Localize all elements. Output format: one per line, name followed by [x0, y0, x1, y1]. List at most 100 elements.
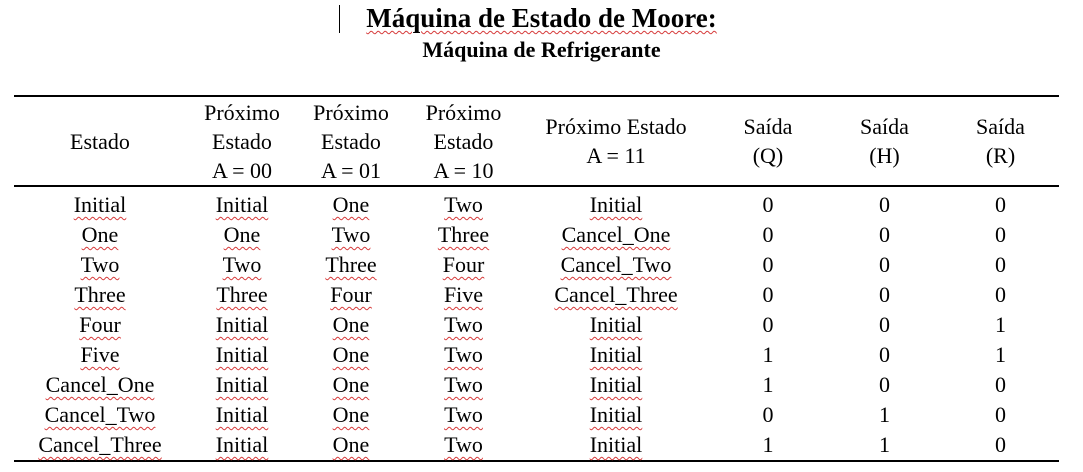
table-cell: One — [298, 340, 404, 370]
cell-text: Four — [330, 282, 372, 307]
table-cell: 1 — [879, 432, 890, 457]
cell-text: One — [332, 402, 370, 427]
table-row: One One Two Three Cancel_One 0 0 0 — [14, 220, 1059, 250]
table-cell: 0 — [762, 222, 774, 247]
cell-text: One — [332, 342, 370, 367]
table-row: Cancel_Three Initial One Two Initial 1 1 0 — [14, 430, 1059, 461]
table-row: Four Initial One Two Initial 0 0 1 — [14, 310, 1059, 340]
page-title: Máquina de Estado de Moore: — [0, 2, 1083, 34]
table-cell: One — [186, 220, 298, 250]
cell-text: Initial — [215, 402, 269, 427]
header-line: A = 01 — [320, 157, 382, 183]
table-cell: Five — [14, 340, 186, 370]
table-cell: 0 — [879, 252, 890, 277]
table-cell: 0 — [995, 432, 1006, 457]
cell-text: Initial — [215, 192, 269, 217]
cell-text: Initial — [589, 402, 643, 427]
header-line: Saída — [743, 114, 793, 139]
cell-text: Three — [74, 282, 126, 307]
table-cell: Two — [404, 370, 523, 400]
table-cell: 0 — [762, 252, 774, 277]
table-cell: Initial — [523, 430, 709, 461]
header-line: Estado — [433, 128, 494, 154]
table-cell: Two — [186, 250, 298, 280]
table-row: Cancel_Two Initial One Two Initial 0 1 0 — [14, 400, 1059, 430]
table-cell: Initial — [186, 400, 298, 430]
cell-text: Cancel_Three — [554, 282, 678, 307]
cell-text: Cancel_One — [45, 372, 155, 397]
table-cell: Two — [404, 186, 523, 220]
table-cell: 0 — [879, 192, 890, 217]
header-line: Saída — [860, 114, 909, 139]
table-cell: One — [14, 220, 186, 250]
header-line: (H) — [869, 143, 900, 168]
table-cell: Initial — [186, 430, 298, 461]
table-cell: Four — [298, 280, 404, 310]
table-cell: Three — [298, 250, 404, 280]
table-cell: Initial — [186, 340, 298, 370]
table-cell: 0 — [762, 282, 774, 307]
table-cell: Five — [404, 280, 523, 310]
table-cell: Cancel_Three — [14, 430, 186, 461]
cell-text: Two — [444, 312, 483, 337]
cell-text: Initial — [215, 342, 269, 367]
cell-text: Five — [80, 342, 120, 367]
header-next-state-a10: Próximo Estado A = 10 — [404, 96, 523, 187]
table-cell: Two — [404, 310, 523, 340]
cell-text: One — [223, 222, 261, 247]
header-line: Próximo — [313, 99, 389, 125]
cell-text: Two — [331, 222, 371, 247]
cell-text: One — [332, 312, 370, 337]
table-cell: Initial — [523, 400, 709, 430]
cell-text: Initial — [215, 372, 269, 397]
cell-text: Initial — [589, 342, 643, 367]
table-row: Three Three Four Five Cancel_Three 0 0 0 — [14, 280, 1059, 310]
table-cell: 0 — [995, 402, 1006, 427]
table-row: Two Two Three Four Cancel_Two 0 0 0 — [14, 250, 1059, 280]
cell-text: Initial — [589, 192, 643, 217]
table-row: Cancel_One Initial One Two Initial 1 0 0 — [14, 370, 1059, 400]
table-cell: 0 — [879, 222, 890, 247]
text-cursor — [339, 5, 340, 33]
cell-text: Initial — [215, 432, 269, 457]
table-cell: One — [298, 400, 404, 430]
cell-text: Cancel_Two — [560, 252, 672, 277]
table-cell: Initial — [523, 370, 709, 400]
table-cell: One — [298, 310, 404, 340]
table-cell: One — [298, 370, 404, 400]
table-cell: Initial — [523, 186, 709, 220]
table-cell: 0 — [879, 312, 890, 337]
cell-text: Two — [444, 402, 483, 427]
table-cell: Cancel_Two — [523, 250, 709, 280]
header-next-state-a01: Próximo Estado A = 01 — [298, 96, 404, 187]
table-row: Five Initial One Two Initial 1 0 1 — [14, 340, 1059, 370]
table-cell: One — [298, 186, 404, 220]
table-cell: 1 — [995, 342, 1006, 367]
cell-text: Three — [437, 222, 490, 247]
cell-text: Initial — [73, 192, 127, 217]
header-line: (R) — [985, 143, 1016, 168]
table-cell: 1 — [762, 342, 774, 367]
table-cell: Two — [14, 250, 186, 280]
table-cell: Two — [404, 430, 523, 461]
table-cell: 0 — [995, 282, 1006, 307]
table-cell: 0 — [879, 282, 890, 307]
table-row: Initial Initial One Two Initial 0 0 0 — [14, 186, 1059, 220]
header-line: A = 10 — [433, 157, 494, 183]
header-line: Próximo — [425, 99, 502, 125]
table-cell: One — [298, 430, 404, 461]
cell-text: Initial — [589, 312, 643, 337]
header-line: Estado — [321, 128, 381, 154]
header-line: (Q) — [752, 143, 784, 168]
cell-text: One — [332, 192, 370, 217]
table-cell: Two — [404, 340, 523, 370]
table-cell: 0 — [879, 342, 890, 367]
table-cell: Two — [298, 220, 404, 250]
cell-text: One — [332, 432, 370, 457]
table-header-row: Estado Próximo Estado A = 00 Próximo Est… — [14, 96, 1059, 187]
table-cell: 0 — [995, 252, 1006, 277]
table-cell: Initial — [186, 186, 298, 220]
header-line: A = 00 — [211, 157, 273, 183]
table-cell: 0 — [762, 312, 774, 337]
table-cell: Three — [186, 280, 298, 310]
